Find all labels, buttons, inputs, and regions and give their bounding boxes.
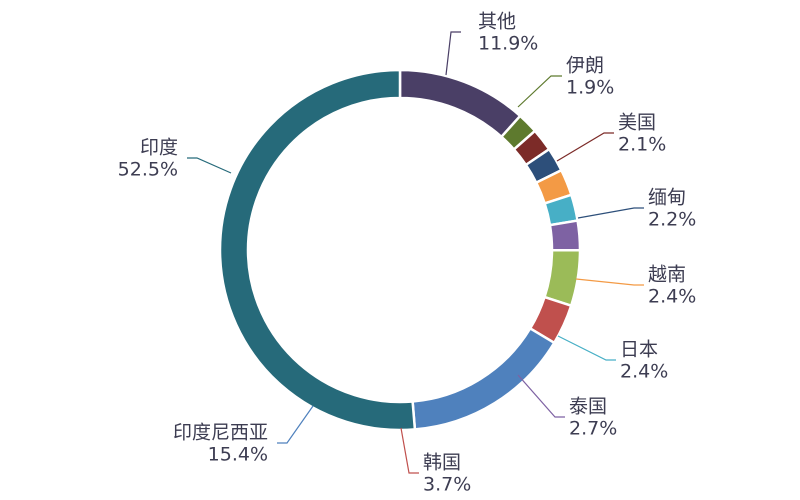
slice-value-label: 2.7% xyxy=(569,418,617,440)
slice-label: 韩国 xyxy=(423,452,461,474)
slice-label: 美国 xyxy=(618,112,656,134)
donut-slice xyxy=(398,68,522,139)
donut-slice xyxy=(218,68,417,432)
leader-line xyxy=(575,278,644,286)
leader-line xyxy=(277,405,314,444)
leader-line xyxy=(517,374,565,418)
slice-label: 印度 xyxy=(140,137,178,159)
slice-value-label: 2.2% xyxy=(648,209,696,231)
slice-label: 日本 xyxy=(620,339,658,361)
donut-slice xyxy=(542,248,582,308)
slice-label: 越南 xyxy=(648,264,686,286)
slice-value-label: 2.4% xyxy=(620,361,668,383)
slice-label: 泰国 xyxy=(569,396,607,418)
slice-value-label: 1.9% xyxy=(566,77,614,99)
leader-line xyxy=(577,207,644,219)
slice-label: 缅甸 xyxy=(648,187,686,209)
leader-line xyxy=(187,157,232,174)
leader-line xyxy=(517,75,562,108)
leader-line xyxy=(445,31,461,76)
slice-value-label: 2.4% xyxy=(648,286,696,308)
slice-value-label: 3.7% xyxy=(423,474,471,496)
slice-label: 印度尼西亚 xyxy=(173,422,268,444)
slice-value-label: 15.4% xyxy=(208,444,268,466)
leader-line xyxy=(556,132,614,162)
donut-slice xyxy=(548,219,582,252)
donut-slice xyxy=(411,326,556,431)
leader-line xyxy=(557,335,616,361)
slice-label: 其他 xyxy=(478,11,516,33)
slice-label: 伊朗 xyxy=(566,55,604,77)
leader-line xyxy=(400,427,419,474)
slice-value-label: 52.5% xyxy=(118,159,178,181)
slice-value-label: 2.1% xyxy=(618,134,666,156)
slice-value-label: 11.9% xyxy=(478,33,538,55)
